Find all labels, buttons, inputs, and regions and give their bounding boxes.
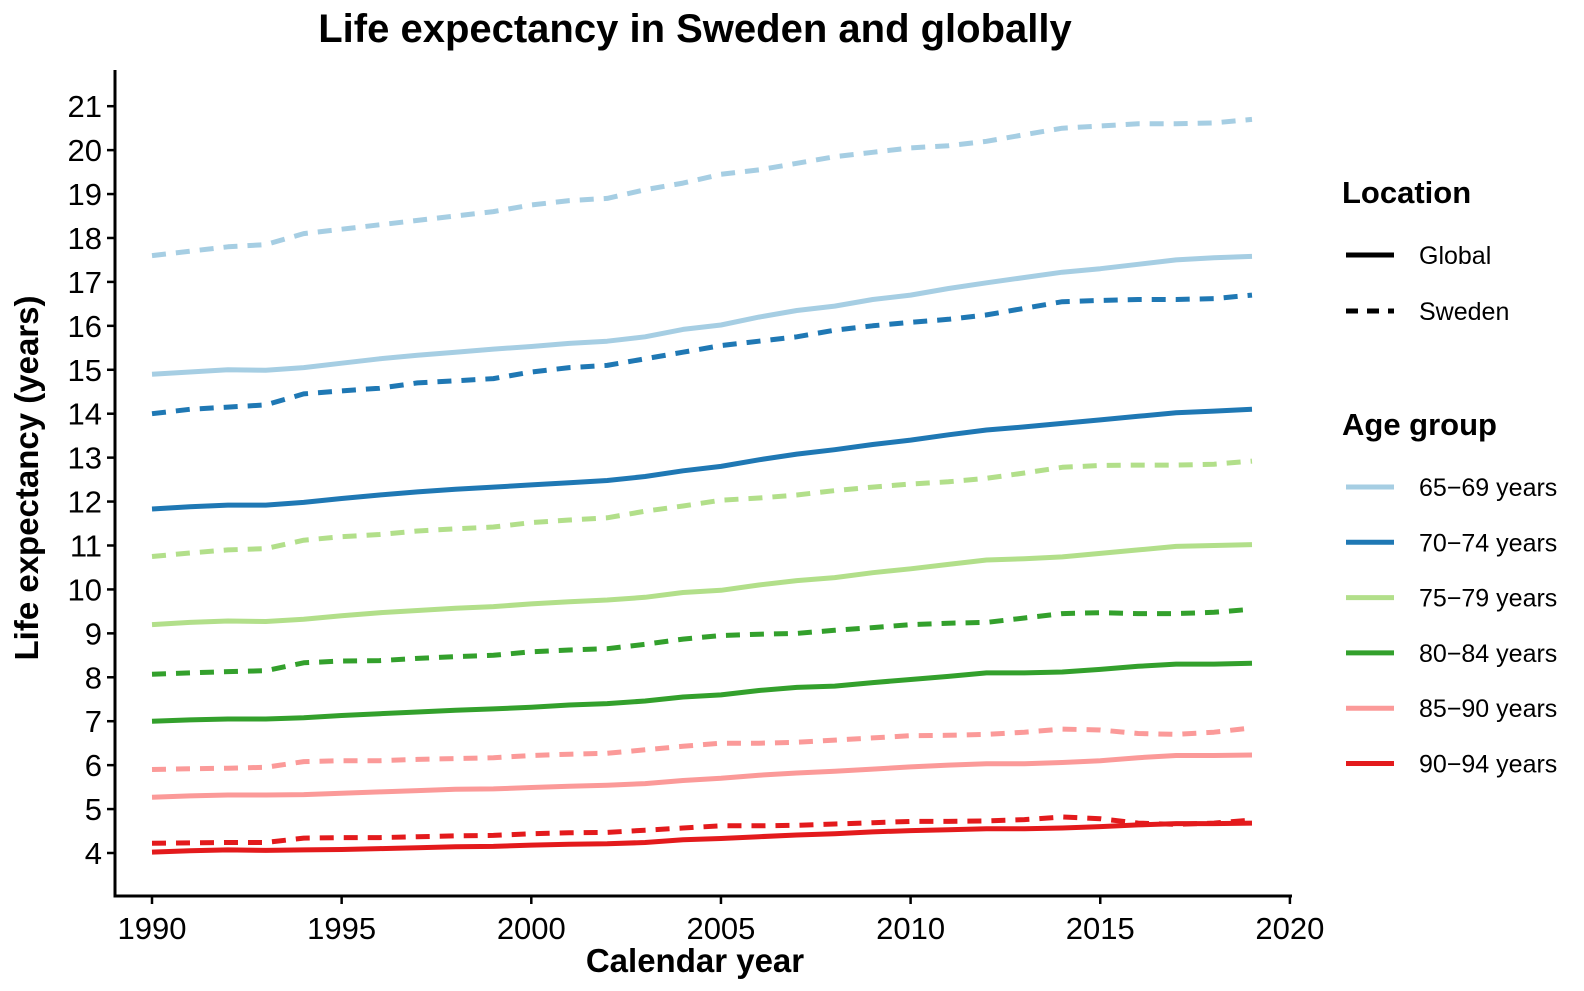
series-line-global-80-84: [151, 660, 1253, 724]
series-line-global-70-74: [151, 406, 1253, 512]
x-tick-label: 2020: [1255, 911, 1324, 946]
x-tick-label: 2010: [876, 911, 945, 946]
legend-label-age-4: 85−90 years: [1419, 695, 1557, 723]
series-line-sweden-75-79: [151, 458, 1253, 559]
legend-label-age-0: 65−69 years: [1419, 474, 1557, 502]
y-tick-label: 21: [68, 89, 102, 124]
y-tick-label: 5: [85, 792, 102, 827]
plot-area: [151, 116, 1253, 855]
y-tick-label: 18: [68, 221, 102, 256]
series-line-global-75-79: [151, 542, 1253, 628]
x-tick-label: 1990: [118, 911, 187, 946]
series-line-sweden-70-74: [151, 292, 1253, 417]
x-tick-label: 1995: [307, 911, 376, 946]
y-tick-label: 4: [85, 836, 102, 871]
x-axis: 1990 1995 2000 2005 2010 2015 2020: [113, 894, 1324, 946]
y-tick-label: 10: [68, 572, 102, 607]
y-tick-label: 9: [85, 616, 102, 651]
legend-location-title: Location: [1342, 175, 1471, 210]
x-tick-label: 2015: [1066, 911, 1135, 946]
series-line-sweden-80-84: [151, 606, 1253, 677]
y-tick-label: 12: [68, 485, 102, 520]
series-line-sweden-65-69: [151, 116, 1253, 259]
legend-age-title: Age group: [1342, 407, 1497, 442]
y-tick-label: 6: [85, 748, 102, 783]
y-tick-label: 20: [68, 133, 102, 168]
x-tick-label: 2005: [686, 911, 755, 946]
y-axis-title: Life expectancy (years): [8, 295, 45, 660]
legend-label-sweden: Sweden: [1419, 298, 1509, 326]
legend-label-age-3: 80−84 years: [1419, 640, 1557, 668]
series-line-sweden-90-94: [151, 814, 1253, 846]
series-line-global-90-94: [151, 820, 1253, 855]
y-tick-label: 15: [68, 353, 102, 388]
legend-label-age-2: 75−79 years: [1419, 585, 1557, 613]
y-axis: 4 5 6 7 8 9 10 11 12 13 14 15 16 17 18 19 20 21: [68, 70, 117, 896]
series-line-global-85-90: [151, 752, 1253, 800]
series-line-global-65-69: [151, 253, 1253, 377]
series-line-sweden-85-90: [151, 725, 1253, 772]
legend-location: Location Global Sweden: [1342, 175, 1509, 326]
legend-age-group: Age group 65−69 years 70−74 years 75−79 ye…: [1342, 407, 1557, 779]
x-axis-title: Calendar year: [586, 942, 804, 979]
y-tick-label: 7: [85, 704, 102, 739]
y-tick-label: 8: [85, 660, 102, 695]
y-tick-label: 16: [68, 309, 102, 344]
y-tick-label: 19: [68, 177, 102, 212]
y-tick-label: 14: [68, 397, 102, 432]
legend-label-age-1: 70−74 years: [1419, 529, 1557, 557]
y-tick-label: 13: [68, 441, 102, 476]
y-tick-label: 11: [70, 528, 102, 563]
legend-label-age-5: 90−94 years: [1419, 751, 1557, 779]
y-tick-label: 17: [68, 265, 102, 300]
chart-title: Life expectancy in Sweden and globally: [318, 7, 1072, 51]
x-tick-label: 2000: [497, 911, 566, 946]
legend-label-global: Global: [1419, 242, 1491, 270]
